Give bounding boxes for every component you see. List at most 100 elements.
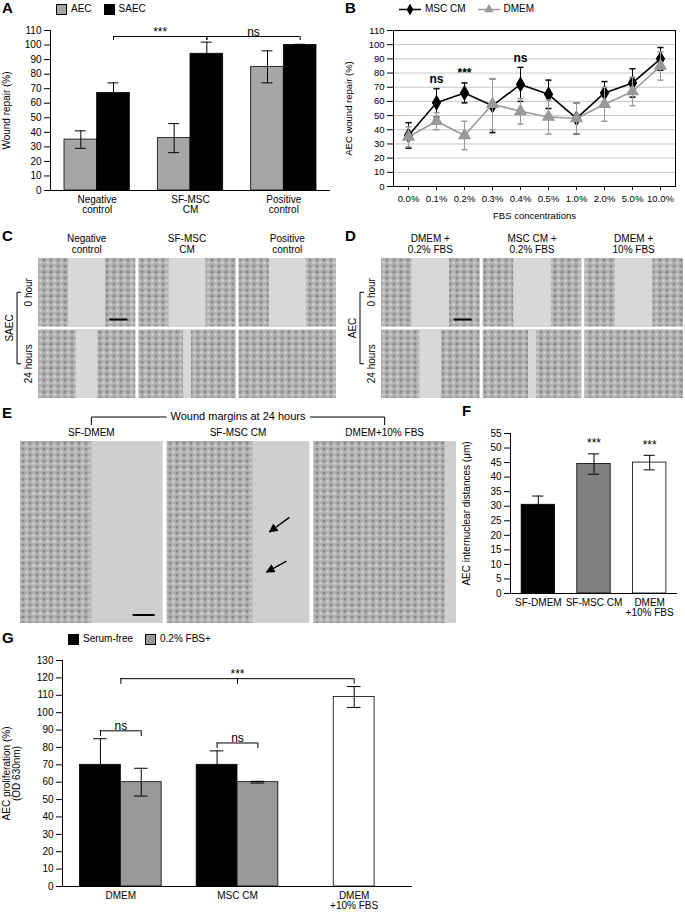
svg-text:40: 40	[30, 127, 42, 138]
svg-text:20: 20	[30, 156, 42, 167]
svg-text:130: 130	[37, 655, 54, 666]
svg-text:***: ***	[643, 438, 657, 452]
svg-text:10: 10	[30, 170, 42, 181]
svg-text:SAEC: SAEC	[4, 314, 15, 341]
svg-text:60: 60	[42, 776, 54, 787]
svg-text:DMEM+10% FBS: DMEM+10% FBS	[330, 890, 378, 911]
svg-text:***: ***	[587, 436, 601, 450]
svg-text:40: 40	[374, 124, 385, 135]
svg-text:30: 30	[490, 500, 502, 511]
svg-text:SF-DMEM: SF-DMEM	[68, 427, 115, 438]
svg-text:100: 100	[37, 707, 54, 718]
svg-text:10: 10	[490, 559, 502, 570]
svg-text:0.4%: 0.4%	[510, 193, 532, 204]
svg-text:25: 25	[490, 515, 502, 526]
svg-text:30: 30	[42, 829, 54, 840]
svg-text:45: 45	[490, 457, 502, 468]
svg-text:0: 0	[36, 185, 42, 196]
svg-text:110: 110	[26, 25, 42, 36]
svg-text:DMEM +0.2% FBS: DMEM +0.2% FBS	[408, 233, 453, 255]
svg-text:ns: ns	[231, 731, 244, 745]
svg-text:Wound margins at 24 hours: Wound margins at 24 hours	[171, 410, 306, 422]
svg-text:50: 50	[374, 110, 385, 121]
svg-text:50: 50	[30, 112, 42, 123]
svg-text:2.0%: 2.0%	[594, 193, 616, 204]
svg-text:ns: ns	[513, 51, 527, 65]
svg-text:Negativecontrol: Negativecontrol	[67, 233, 107, 255]
svg-text:AEC proliferation (%)(OD 630nm: AEC proliferation (%)(OD 630nm)	[1, 727, 22, 821]
svg-text:90: 90	[374, 53, 385, 64]
svg-text:70: 70	[30, 83, 42, 94]
svg-text:DMEM+10% FBS: DMEM+10% FBS	[626, 597, 674, 618]
svg-text:5: 5	[496, 573, 502, 584]
svg-text:35: 35	[490, 486, 502, 497]
svg-text:15: 15	[490, 544, 502, 555]
svg-text:20: 20	[374, 152, 385, 163]
svg-text:80: 80	[42, 742, 54, 753]
svg-text:ns: ns	[247, 25, 260, 39]
svg-text:70: 70	[42, 759, 54, 770]
svg-text:40: 40	[490, 471, 502, 482]
svg-text:DMEM +10% FBS: DMEM +10% FBS	[613, 233, 656, 255]
svg-text:60: 60	[30, 97, 42, 108]
svg-text:10: 10	[374, 166, 385, 177]
svg-text:40: 40	[42, 811, 54, 822]
svg-text:24 hours: 24 hours	[366, 344, 377, 383]
svg-text:0: 0	[48, 881, 54, 892]
svg-text:MSC CM: MSC CM	[217, 890, 258, 901]
svg-text:50: 50	[42, 794, 54, 805]
svg-text:FBS concentrations: FBS concentrations	[493, 210, 576, 221]
svg-text:90: 90	[30, 54, 42, 65]
svg-text:110: 110	[369, 25, 384, 36]
svg-text:0.2%: 0.2%	[454, 193, 476, 204]
svg-text:DMEM+10% FBS: DMEM+10% FBS	[345, 427, 424, 438]
svg-text:20: 20	[42, 846, 54, 857]
svg-text:Negativecontrol: Negativecontrol	[77, 194, 117, 215]
svg-text:30: 30	[30, 141, 42, 152]
svg-text:SF-MSCCM: SF-MSCCM	[171, 194, 209, 215]
svg-text:0.0%: 0.0%	[398, 193, 420, 204]
svg-text:80: 80	[30, 68, 42, 79]
svg-text:5.0%: 5.0%	[622, 193, 644, 204]
svg-text:60: 60	[374, 95, 385, 106]
svg-text:***: ***	[230, 667, 244, 681]
svg-text:Wound repair (%): Wound repair (%)	[1, 71, 12, 149]
svg-text:Positivecontrol: Positivecontrol	[266, 194, 301, 215]
svg-text:0.5%: 0.5%	[538, 193, 560, 204]
svg-text:SF-MSCCM: SF-MSCCM	[168, 233, 206, 255]
svg-text:80: 80	[374, 67, 385, 78]
svg-text:AEC internuclear distances (μm: AEC internuclear distances (μm)	[461, 441, 472, 585]
svg-text:0: 0	[496, 588, 502, 599]
svg-text:0 hour: 0 hour	[23, 277, 34, 306]
svg-text:***: ***	[457, 66, 471, 80]
svg-text:SF-MSC CM: SF-MSC CM	[566, 597, 623, 608]
svg-text:0.1%: 0.1%	[426, 193, 448, 204]
svg-text:70: 70	[374, 81, 385, 92]
svg-text:AEC: AEC	[347, 318, 358, 339]
svg-text:0: 0	[379, 181, 384, 192]
svg-text:10.0%: 10.0%	[647, 193, 674, 204]
svg-text:10: 10	[42, 863, 54, 874]
svg-text:ns: ns	[114, 719, 127, 733]
svg-text:55: 55	[490, 428, 502, 439]
svg-text:DMEM: DMEM	[106, 890, 137, 901]
svg-text:Positivecontrol: Positivecontrol	[270, 233, 305, 255]
svg-text:MSC CM +0.2% FBS: MSC CM +0.2% FBS	[507, 233, 556, 255]
svg-text:0 hour: 0 hour	[366, 277, 377, 306]
svg-text:100: 100	[25, 39, 42, 50]
svg-text:1.0%: 1.0%	[566, 193, 588, 204]
svg-text:AEC wound repair (%): AEC wound repair (%)	[343, 61, 354, 156]
svg-text:24 hours: 24 hours	[23, 344, 34, 383]
svg-text:90: 90	[42, 724, 54, 735]
svg-text:110: 110	[38, 689, 54, 700]
svg-text:20: 20	[490, 530, 502, 541]
svg-text:30: 30	[374, 138, 385, 149]
svg-text:120: 120	[37, 672, 54, 683]
svg-text:50: 50	[490, 442, 502, 453]
svg-text:***: ***	[153, 25, 167, 39]
svg-text:100: 100	[369, 39, 385, 50]
svg-text:SF-MSC CM: SF-MSC CM	[210, 427, 267, 438]
svg-text:SF-DMEM: SF-DMEM	[515, 597, 562, 608]
svg-text:0.3%: 0.3%	[482, 193, 504, 204]
svg-text:ns: ns	[429, 72, 443, 86]
